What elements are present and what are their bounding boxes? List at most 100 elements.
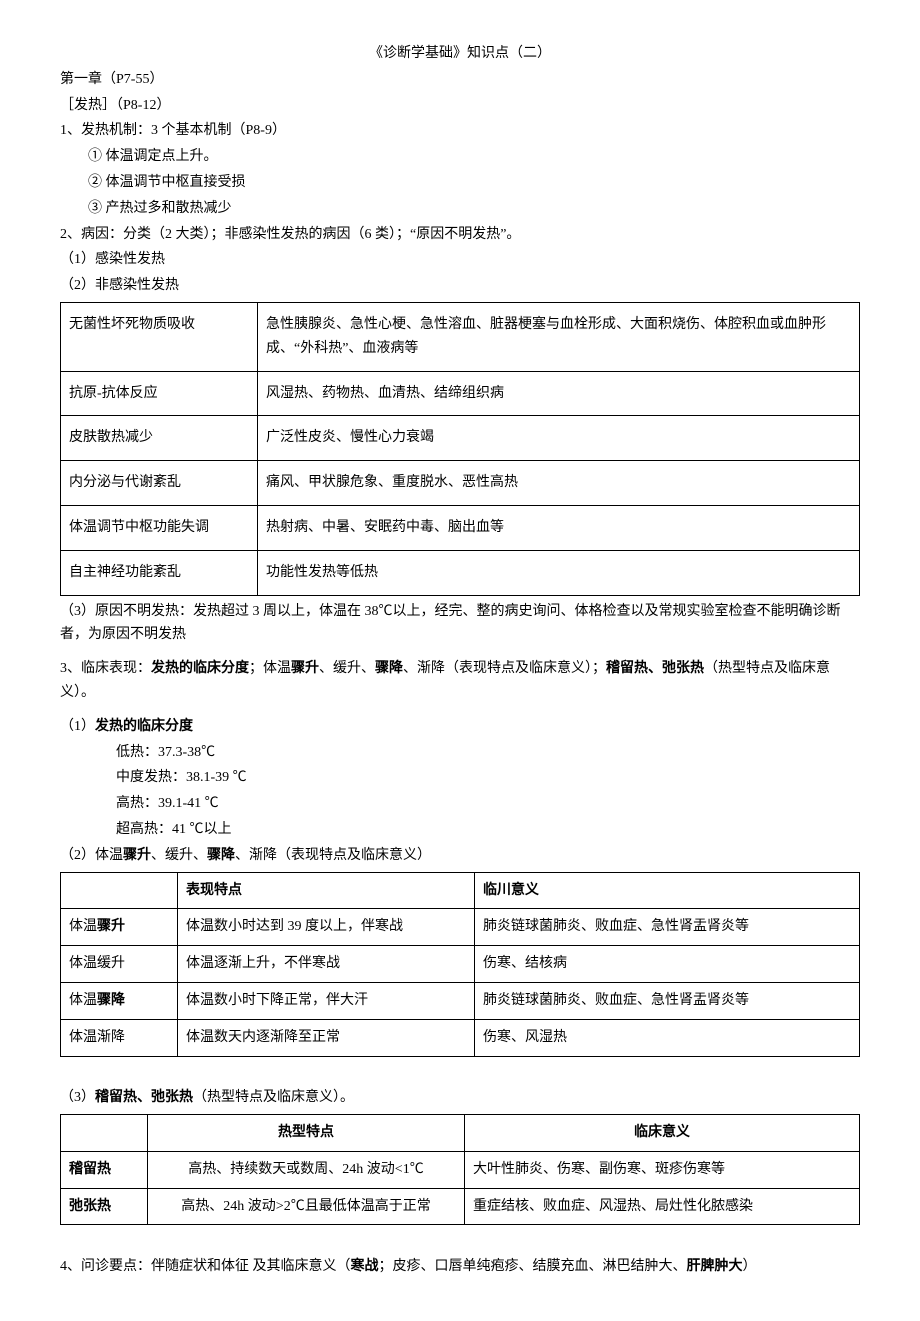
text: 4、问诊要点：伴随症状和体征 及其临床意义（	[60, 1259, 351, 1274]
header-cell: 表现特点	[178, 872, 475, 909]
grade-line: 高热：39.1-41 ℃	[60, 792, 860, 816]
cell: 体温数小时下降正常，伴大汗	[178, 982, 475, 1019]
item3-sub2: （2）体温骤升、缓升、骤降、渐降（表现特点及临床意义）	[60, 844, 860, 868]
cell: 稽留热	[61, 1151, 148, 1188]
cell: 体温数天内逐渐降至正常	[178, 1019, 475, 1056]
text: 体温	[69, 993, 97, 1008]
text: ；皮疹、口唇单纯疱疹、结膜充血、淋巴结肿大、	[379, 1259, 687, 1274]
note-unknown-fever: （3）原因不明发热：发热超过 3 周以上，体温在 38℃以上，经完、整的病史询问…	[60, 600, 860, 648]
item3-line: 3、临床表现：发热的临床分度；体温骤升、缓升、骤降、渐降（表现特点及临床意义）；…	[60, 657, 860, 705]
cell: 无菌性坏死物质吸收	[61, 302, 258, 371]
cell: 体温逐渐上升，不伴寒战	[178, 946, 475, 983]
text: 体温缓升	[69, 956, 125, 971]
cell: 体温骤升	[61, 909, 178, 946]
table-row: 体温调节中枢功能失调热射病、中暑、安眠药中毒、脑出血等	[61, 505, 860, 550]
cell: 伤寒、风湿热	[475, 1019, 860, 1056]
cell: 体温渐降	[61, 1019, 178, 1056]
bold-text: 骤降	[97, 993, 125, 1008]
text: 、缓升、	[151, 848, 207, 863]
table-row: 自主神经功能紊乱功能性发热等低热	[61, 550, 860, 595]
item2-sub2: （2）非感染性发热	[60, 274, 860, 298]
header-cell: 热型特点	[148, 1115, 465, 1152]
cell: 大叶性肺炎、伤寒、副伤寒、斑疹伤寒等	[465, 1151, 860, 1188]
table-row: 稽留热 高热、持续数天或数周、24h 波动<1℃ 大叶性肺炎、伤寒、副伤寒、斑疹…	[61, 1151, 860, 1188]
table-noninfectious-fever: 无菌性坏死物质吸收急性胰腺炎、急性心梗、急性溶血、脏器梗塞与血栓形成、大面积烧伤…	[60, 302, 860, 596]
bold-text: 骤降	[375, 661, 403, 676]
cell: 高热、24h 波动>2℃且最低体温高于正常	[148, 1188, 465, 1225]
bold-text: 骤升	[291, 661, 319, 676]
item2-line: 2、病因：分类（2 大类）；非感染性发热的病因（6 类）；“原因不明发热”。	[60, 223, 860, 247]
section-heading: ［发热］（P8-12）	[60, 94, 860, 118]
item1-sub: ③ 产热过多和散热减少	[60, 197, 860, 221]
cell: 体温骤降	[61, 982, 178, 1019]
bold-text: 骤降	[207, 848, 235, 863]
cell: 抗原-抗体反应	[61, 371, 258, 416]
table-row: 体温渐降 体温数天内逐渐降至正常 伤寒、风湿热	[61, 1019, 860, 1056]
cell: 伤寒、结核病	[475, 946, 860, 983]
cell: 肺炎链球菌肺炎、败血症、急性肾盂肾炎等	[475, 909, 860, 946]
table-header-row: 表现特点 临川意义	[61, 872, 860, 909]
item3-sub3: （3）稽留热、弛张热（热型特点及临床意义）。	[60, 1086, 860, 1110]
table-row: 体温骤降 体温数小时下降正常，伴大汗 肺炎链球菌肺炎、败血症、急性肾盂肾炎等	[61, 982, 860, 1019]
table-row: 弛张热 高热、24h 波动>2℃且最低体温高于正常 重症结核、败血症、风湿热、局…	[61, 1188, 860, 1225]
cell: 广泛性皮炎、慢性心力衰竭	[258, 416, 860, 461]
text: 、渐降（表现特点及临床意义）；	[403, 661, 606, 676]
table-row: 无菌性坏死物质吸收急性胰腺炎、急性心梗、急性溶血、脏器梗塞与血栓形成、大面积烧伤…	[61, 302, 860, 371]
table-fever-type: 热型特点 临床意义 稽留热 高热、持续数天或数周、24h 波动<1℃ 大叶性肺炎…	[60, 1114, 860, 1225]
cell: 风湿热、药物热、血清热、结缔组织病	[258, 371, 860, 416]
text: 体温	[69, 919, 97, 934]
text: 3、临床表现：	[60, 661, 151, 676]
grade-line: 超高热：41 ℃以上	[60, 818, 860, 842]
bold-text: 肝脾肿大	[687, 1259, 743, 1274]
cell: 痛风、甲状腺危象、重度脱水、恶性高热	[258, 461, 860, 506]
item1-sub: ② 体温调节中枢直接受损	[60, 171, 860, 195]
table-row: 内分泌与代谢紊乱痛风、甲状腺危象、重度脱水、恶性高热	[61, 461, 860, 506]
table-header-row: 热型特点 临床意义	[61, 1115, 860, 1152]
bold-text: 发热的临床分度	[95, 719, 193, 734]
header-cell	[61, 1115, 148, 1152]
cell: 肺炎链球菌肺炎、败血症、急性肾盂肾炎等	[475, 982, 860, 1019]
table-row: 体温骤升 体温数小时达到 39 度以上，伴寒战 肺炎链球菌肺炎、败血症、急性肾盂…	[61, 909, 860, 946]
text: ；体温	[249, 661, 291, 676]
item2-sub1: （1）感染性发热	[60, 248, 860, 272]
text: 、渐降（表现特点及临床意义）	[235, 848, 431, 863]
cell: 体温缓升	[61, 946, 178, 983]
cell: 皮肤散热减少	[61, 416, 258, 461]
table-row: 抗原-抗体反应风湿热、药物热、血清热、结缔组织病	[61, 371, 860, 416]
cell: 内分泌与代谢紊乱	[61, 461, 258, 506]
bold-text: 发热的临床分度	[151, 661, 249, 676]
cell: 功能性发热等低热	[258, 550, 860, 595]
text: （热型特点及临床意义）。	[193, 1090, 354, 1105]
header-cell	[61, 872, 178, 909]
header-cell: 临川意义	[475, 872, 860, 909]
table-row: 体温缓升 体温逐渐上升，不伴寒战 伤寒、结核病	[61, 946, 860, 983]
bold-text: 骤升	[123, 848, 151, 863]
grade-line: 中度发热：38.1-39 ℃	[60, 766, 860, 790]
header-cell: 临床意义	[465, 1115, 860, 1152]
cell: 自主神经功能紊乱	[61, 550, 258, 595]
grade-line: 低热：37.3-38℃	[60, 741, 860, 765]
table-row: 皮肤散热减少广泛性皮炎、慢性心力衰竭	[61, 416, 860, 461]
text: （3）	[60, 1090, 95, 1105]
cell: 体温数小时达到 39 度以上，伴寒战	[178, 909, 475, 946]
cell: 重症结核、败血症、风湿热、局灶性化脓感染	[465, 1188, 860, 1225]
cell: 急性胰腺炎、急性心梗、急性溶血、脏器梗塞与血栓形成、大面积烧伤、体腔积血或血肿形…	[258, 302, 860, 371]
table-temp-change: 表现特点 临川意义 体温骤升 体温数小时达到 39 度以上，伴寒战 肺炎链球菌肺…	[60, 872, 860, 1057]
text: （1）	[60, 719, 95, 734]
text: ）	[743, 1259, 757, 1274]
bold-text: 稽留热、弛张热	[95, 1090, 193, 1105]
cell: 体温调节中枢功能失调	[61, 505, 258, 550]
item1-sub: ① 体温调定点上升。	[60, 145, 860, 169]
text: 体温渐降	[69, 1030, 125, 1045]
doc-title: 《诊断学基础》知识点（二）	[60, 42, 860, 66]
cell: 高热、持续数天或数周、24h 波动<1℃	[148, 1151, 465, 1188]
item3-sub1: （1）发热的临床分度	[60, 715, 860, 739]
text: 、缓升、	[319, 661, 375, 676]
item4-line: 4、问诊要点：伴随症状和体征 及其临床意义（寒战；皮疹、口唇单纯疱疹、结膜充血、…	[60, 1255, 860, 1279]
chapter-heading: 第一章（P7-55）	[60, 68, 860, 92]
item1-line: 1、发热机制：3 个基本机制（P8-9）	[60, 119, 860, 143]
bold-text: 骤升	[97, 919, 125, 934]
cell: 热射病、中暑、安眠药中毒、脑出血等	[258, 505, 860, 550]
cell: 弛张热	[61, 1188, 148, 1225]
bold-text: 稽留热、弛张热	[606, 661, 704, 676]
